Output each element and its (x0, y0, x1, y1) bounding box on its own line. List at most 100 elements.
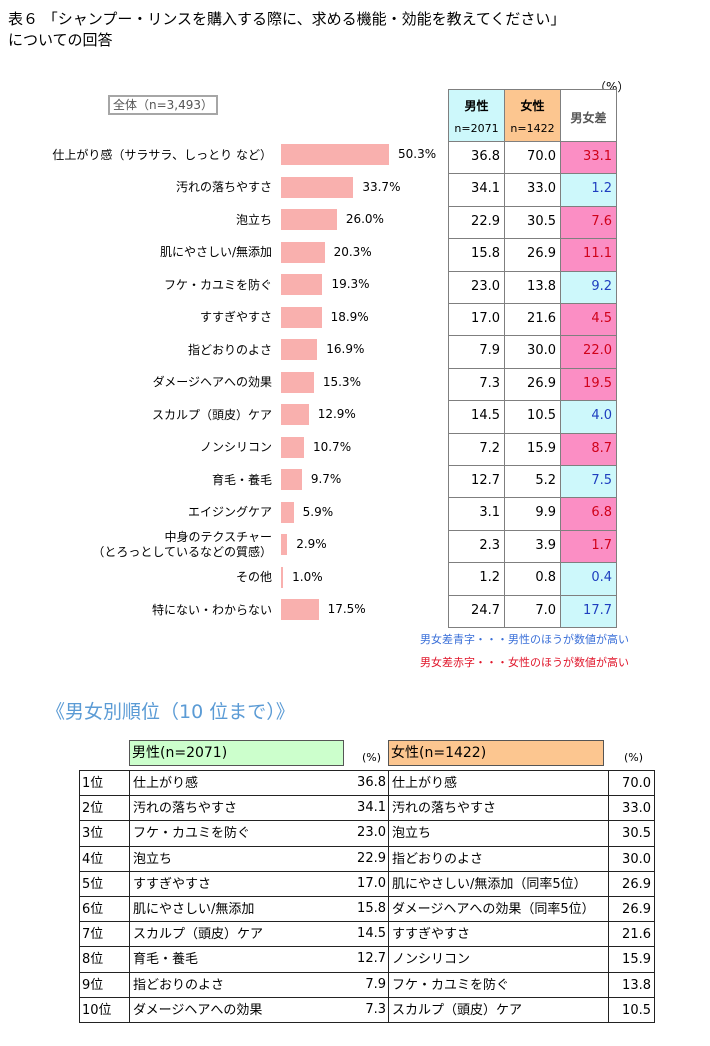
rank-cell: 10位 (79, 996, 130, 1023)
male-value-cell: 24.7 (448, 594, 505, 628)
figure-title-line1: 表６ 「シャンプー・リンスを購入する際に、求める機能・効能を教えてください」 (8, 10, 566, 28)
diff-value-cell: 17.7 (560, 594, 617, 628)
female-value-cell: 3.9 (504, 529, 561, 564)
bar-category-label-line: 育毛・養毛 (211, 472, 272, 487)
diff-value-cell: 33.1 (560, 141, 617, 175)
bar-category-label-line: すすぎやすさ (199, 310, 272, 324)
female-value-cell: 30.0 (608, 845, 655, 872)
bar-value-label: 2.9% (296, 537, 327, 551)
bar-value-label: 5.9% (302, 504, 334, 519)
bar-value-label: 33.7% (362, 179, 401, 194)
bar (281, 274, 323, 295)
male-ranking-header: 男性(n=2071) (129, 740, 344, 766)
male-value-cell: 14.5 (448, 400, 505, 434)
male-value-cell: 22.9 (357, 850, 386, 866)
bar-category-label-line: エイジングケア (187, 505, 272, 519)
female-ranking-header: 女性(n=1422) (388, 740, 604, 766)
diff-value-cell: 0.4 (560, 562, 617, 596)
diff-value-cell: 19.5 (560, 367, 617, 402)
diff-value-cell: 7.6 (560, 205, 617, 240)
ranking-subtitle: 《男女別順位（10 位まで）》 (46, 701, 295, 723)
bar (281, 599, 319, 620)
female-value-cell: 0.8 (504, 562, 561, 596)
female-value-cell: 70.0 (504, 141, 561, 175)
male-value-cell: 17.0 (448, 303, 505, 337)
bar-category-label: 特にない・わからない (152, 603, 272, 618)
diff-value-cell: 9.2 (560, 270, 617, 304)
diff-value-cell: 1.2 (560, 173, 617, 207)
bar (281, 209, 337, 230)
bar (281, 469, 302, 490)
male-value-cell: 23.0 (448, 270, 505, 304)
bar-category-label-line: その他 (235, 570, 272, 584)
bar-category-label: ノンシリコン (200, 440, 272, 455)
male-value-cell: 23.0 (357, 825, 386, 841)
header-male: 男性 n=2071 (448, 89, 505, 142)
bar (281, 176, 354, 198)
bar-category-label: すすぎやすさ (200, 310, 272, 325)
female-value-cell: 7.0 (504, 594, 561, 628)
note-female-higher: 男女差赤字・・・女性のほうが数値が高い (420, 656, 629, 669)
rank-cell: 7位 (79, 921, 130, 948)
female-value-cell: 10.5 (504, 400, 561, 434)
bar-value-label: 15.3% (322, 374, 361, 389)
bar-value-label: 12.9% (317, 407, 356, 421)
header-title: 男女差 (570, 111, 607, 125)
bar (281, 371, 314, 393)
female-value-cell: 33.0 (608, 795, 655, 822)
bar-category-label: スカルプ（頭皮）ケア (152, 408, 272, 423)
bar (281, 241, 325, 263)
female-value-cell: 10.5 (608, 996, 655, 1023)
rank-cell: 2位 (79, 795, 130, 822)
male-value-cell: 15.8 (448, 238, 505, 272)
diff-value-cell: 1.7 (560, 529, 617, 564)
bar-category-label: ダメージヘアへの効果 (153, 375, 272, 390)
male-value-cell: 3.1 (448, 497, 505, 531)
female-value-cell: 13.8 (608, 971, 655, 998)
bar-category-label-line: 指どおりのよさ (187, 342, 272, 357)
rank-cell: 5位 (79, 870, 130, 897)
female-value-cell: 30.5 (608, 820, 655, 847)
bar (281, 566, 284, 588)
male-value-cell: 34.1 (357, 800, 386, 816)
male-value-cell: 1.2 (448, 562, 505, 596)
diff-value-cell: 22.0 (560, 335, 617, 369)
male-value-cell: 7.3 (365, 1001, 386, 1017)
bar (281, 339, 318, 360)
male-value-cell: 2.3 (448, 529, 505, 564)
female-item-cell: ノンシリコン (388, 946, 609, 973)
diff-value-cell: 4.5 (560, 303, 617, 337)
male-value-cell: 7.3 (448, 367, 505, 402)
header-female: 女性 n=1422 (504, 89, 561, 142)
bar-category-label-line: 仕上がり感（サラサラ、しっとり など） (52, 147, 272, 162)
female-item-cell: フケ・カユミを防ぐ (388, 971, 609, 998)
female-item-cell: 泡立ち (388, 820, 609, 847)
male-value-cell: 36.8 (448, 141, 505, 175)
bar-category-label: 泡立ち (236, 213, 272, 228)
note-male-higher: 男女差青字・・・男性のほうが数値が高い (420, 633, 629, 646)
female-value-cell: 26.9 (504, 367, 561, 402)
bar-value-label: 19.3% (331, 277, 370, 291)
male-ranking-unit: (%) (362, 751, 382, 764)
male-value-cell: 14.5 (357, 926, 386, 942)
male-value-cell: 22.9 (448, 205, 505, 240)
female-value-cell: 21.6 (608, 921, 655, 948)
female-item-cell: ダメージヘアへの効果（同率5位） (388, 896, 609, 923)
bar-category-label: 中身のテクスチャー （とろっとしているなどの質感） (92, 530, 272, 560)
female-item-cell: すすぎやすさ (388, 921, 609, 948)
male-value-cell: 12.7 (448, 465, 505, 499)
male-value-cell: 36.8 (357, 775, 386, 790)
bar-value-label: 26.0% (345, 212, 384, 226)
ranking-table: 男性(n=2071) (%) 女性(n=1422) (%) 1位 仕上がり感 仕上がり感 70… (79, 740, 655, 1023)
bar-value-label: 10.7% (312, 439, 352, 454)
bar-value-label: 16.9% (326, 342, 365, 356)
bar-category-label-line: ノンシリコン (199, 440, 272, 454)
female-value-cell: 26.9 (504, 238, 561, 272)
diff-value-cell: 7.5 (560, 465, 617, 499)
bar-value-label: 50.3% (398, 147, 437, 161)
bar (281, 501, 294, 523)
bar-value-label: 18.9% (330, 309, 369, 324)
bar-category-label-line: （とろっとしているなどの質感） (92, 545, 272, 559)
bar (281, 436, 304, 458)
diff-value-cell: 4.0 (560, 400, 617, 434)
